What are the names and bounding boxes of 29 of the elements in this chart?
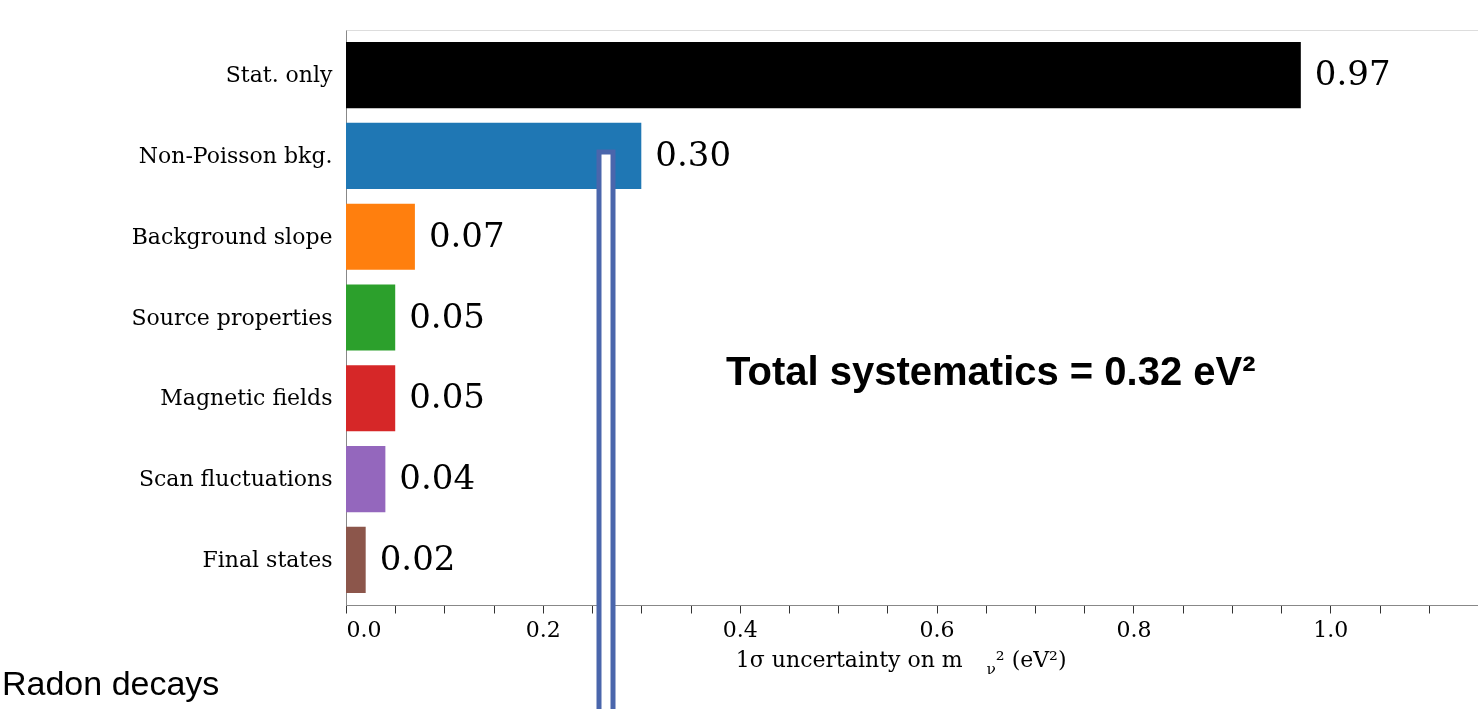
y-tick-label: Non-Poisson bkg. — [138, 142, 333, 168]
data-label: 0.02 — [379, 537, 456, 578]
x-tick-label: 0.2 — [525, 616, 561, 642]
x-tick-label: 0.6 — [919, 616, 955, 642]
text: Radon decays — [2, 664, 220, 702]
bar — [346, 445, 386, 513]
data-label: 0.30 — [655, 133, 732, 174]
annotation: Total systematics = 0.32 eV² — [726, 349, 1256, 393]
x-tick-label: 0.0 — [346, 616, 382, 642]
data-label: 0.05 — [409, 376, 485, 417]
bar — [346, 42, 1301, 109]
y-tick-label: Source properties — [131, 304, 333, 330]
bar — [346, 203, 415, 270]
data-label: 0.07 — [428, 214, 505, 255]
bar — [346, 526, 366, 593]
data-label: 0.05 — [409, 295, 485, 336]
data-label: 0.97 — [1314, 53, 1391, 94]
x-tick-label: 1.0 — [1313, 616, 1349, 642]
y-tick-label: Stat. only — [225, 62, 334, 88]
bar — [346, 122, 642, 190]
y-tick-label: Scan fluctuations — [138, 466, 333, 492]
y-tick-label: Final states — [202, 546, 333, 572]
data-label: 0.04 — [399, 457, 476, 498]
y-tick-label: Magnetic fields — [160, 385, 333, 411]
bar — [346, 365, 396, 432]
y-tick-label: Background slope — [131, 223, 333, 249]
bar — [346, 284, 396, 351]
x-tick-label: 0.4 — [722, 616, 758, 642]
x-tick-label: 0.8 — [1116, 616, 1152, 642]
